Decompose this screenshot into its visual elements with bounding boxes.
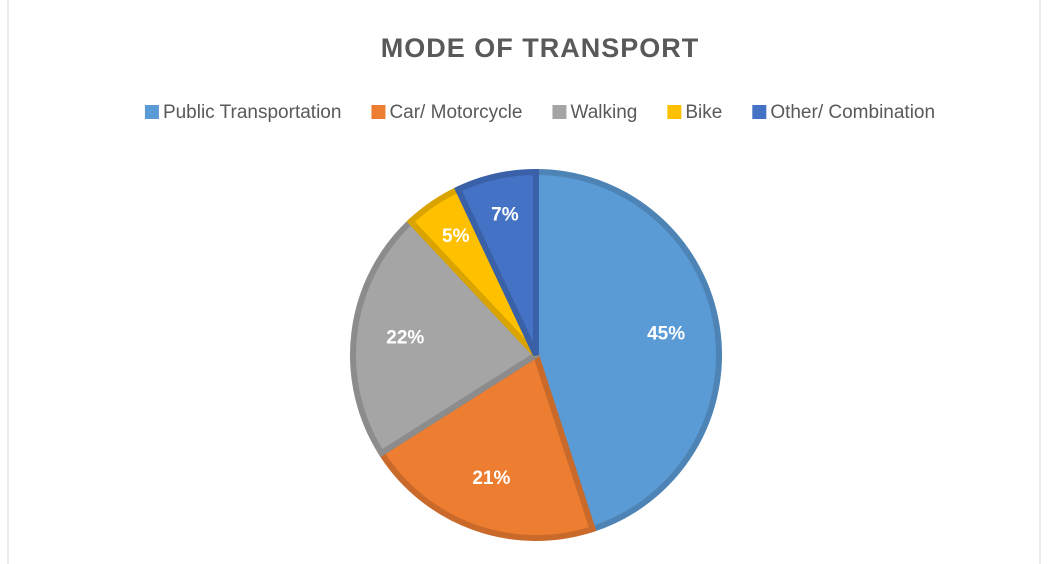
- pie-slice: [533, 168, 722, 533]
- legend-swatch: [667, 105, 682, 119]
- legend-label: Other/ Combination: [770, 102, 935, 123]
- legend-label: Public Transportation: [163, 102, 342, 123]
- legend-label: Car/ Motorcycle: [389, 102, 522, 123]
- data-label: 7%: [491, 205, 519, 226]
- legend-swatch: [552, 105, 567, 119]
- data-label: 22%: [386, 328, 424, 349]
- data-label: 21%: [472, 468, 510, 489]
- legend-swatch: [144, 105, 159, 119]
- data-label: 5%: [442, 226, 470, 247]
- data-label: 45%: [647, 323, 685, 344]
- pie-slice: [377, 350, 597, 541]
- chart-title: MODE OF TRANSPORT: [381, 33, 700, 63]
- pie-slice: [454, 168, 539, 357]
- legend-label: Bike: [685, 102, 722, 123]
- pie-slice: [350, 217, 541, 458]
- legend-label: Walking: [570, 102, 637, 123]
- legend-swatch: [752, 105, 767, 119]
- legend-swatch: [371, 105, 386, 119]
